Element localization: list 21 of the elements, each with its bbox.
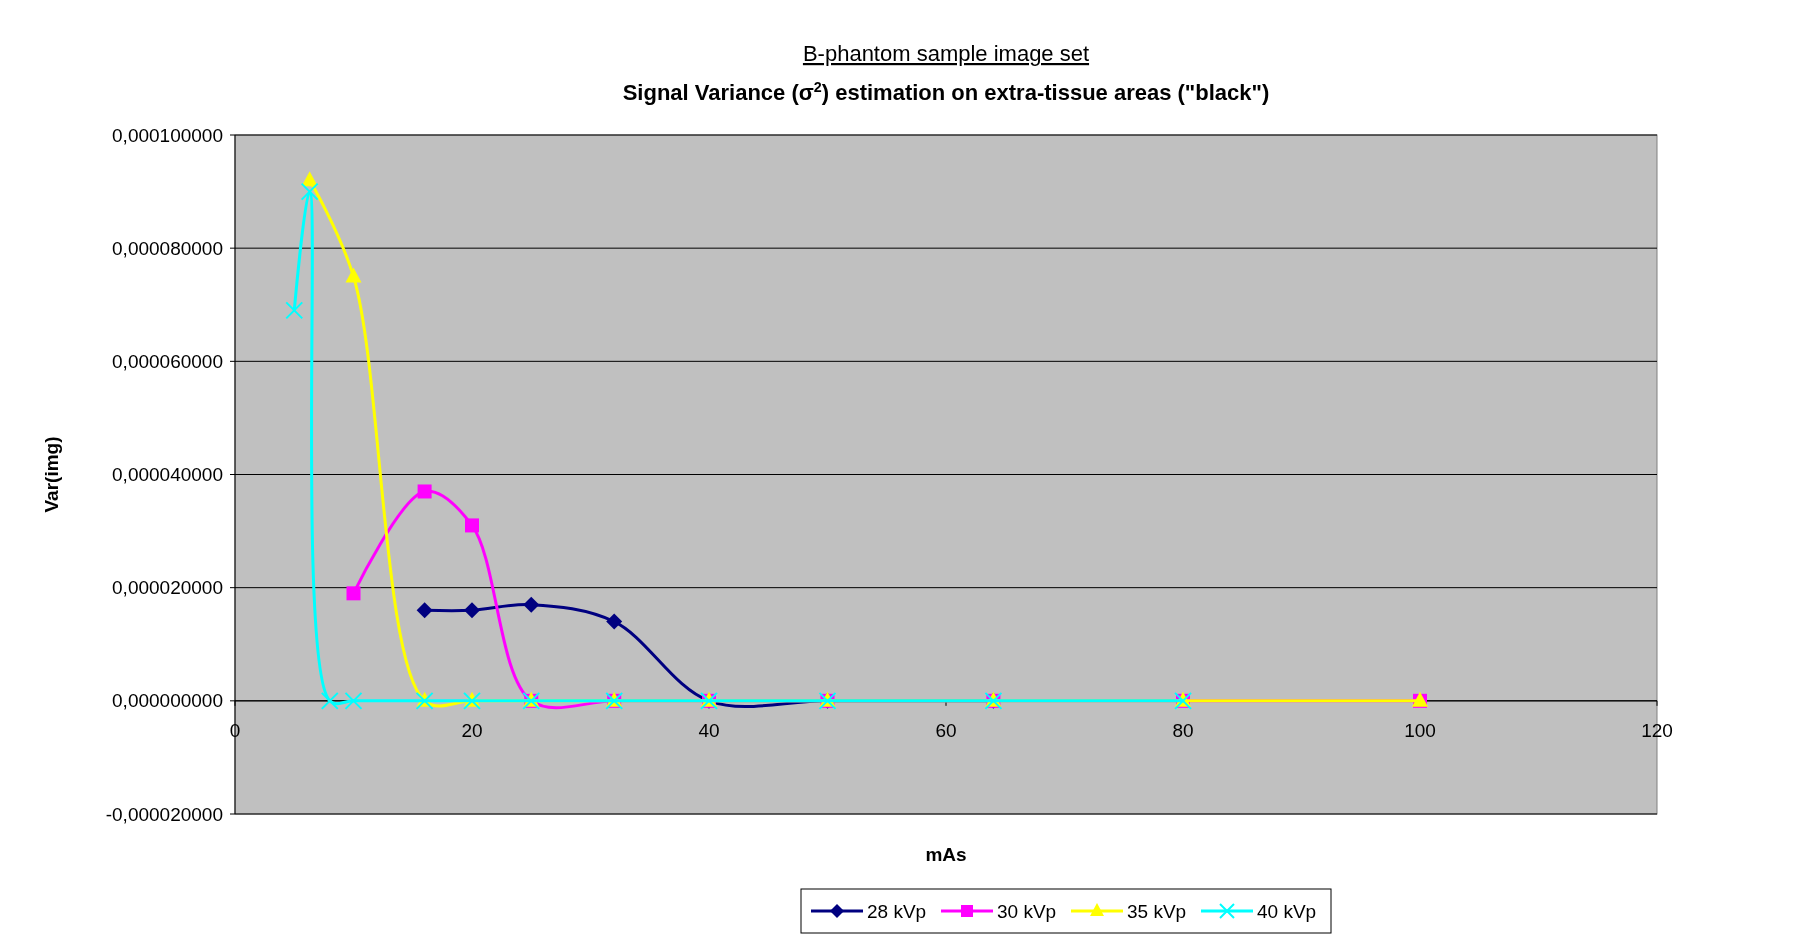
y-tick-label: 0,000100000 bbox=[112, 124, 223, 146]
legend-label: 28 kVp bbox=[867, 900, 927, 922]
legend-label: 35 kVp bbox=[1127, 900, 1187, 922]
chart-subtitle: Signal Variance (σ$^{2}$) estimation on extra-tissue areas ("black") bbox=[622, 79, 1270, 105]
x-axis-title: mAs bbox=[925, 844, 967, 865]
y-tick-label: 0,000040000 bbox=[112, 464, 223, 486]
y-tick-label: 0,000020000 bbox=[112, 577, 223, 599]
y-tick-label: 0,000080000 bbox=[112, 237, 223, 259]
y-tick-label: 0,000000000 bbox=[112, 690, 223, 712]
legend-label: 40 kVp bbox=[1257, 900, 1317, 922]
x-tick-label: 120 bbox=[1641, 719, 1673, 741]
y-tick-label: 0,000060000 bbox=[112, 350, 223, 372]
y-axis-title: Var(img) bbox=[41, 436, 62, 513]
chart-title: B-phantom sample image set bbox=[802, 41, 1090, 66]
x-tick-label: 100 bbox=[1404, 719, 1436, 741]
x-tick-label: 40 bbox=[698, 719, 720, 741]
x-tick-label: 20 bbox=[461, 719, 483, 741]
x-tick-label: 80 bbox=[1172, 719, 1194, 741]
legend-label: 30 kVp bbox=[997, 900, 1057, 922]
x-tick-label: 60 bbox=[935, 719, 957, 741]
y-tick-label: -0,000020000 bbox=[105, 803, 223, 825]
